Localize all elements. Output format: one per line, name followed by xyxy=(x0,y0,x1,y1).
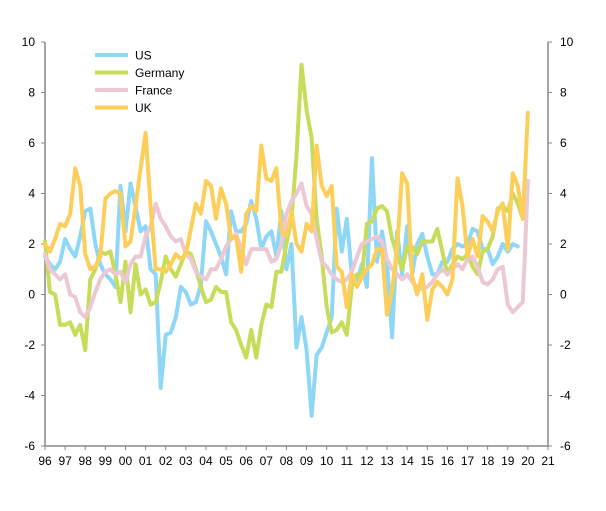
x-tick-label: 05 xyxy=(219,454,233,468)
series-line-france xyxy=(43,178,530,320)
x-tick-label: 04 xyxy=(199,454,213,468)
left-y-tick-label: 6 xyxy=(28,136,35,150)
left-y-tick-label: 2 xyxy=(28,237,35,251)
right-y-tick-label: 8 xyxy=(560,86,567,100)
right-y-tick-label: 0 xyxy=(560,288,567,302)
x-tick-label: 21 xyxy=(541,454,555,468)
x-tick-label: 06 xyxy=(240,454,254,468)
x-tick-label: 02 xyxy=(159,454,173,468)
x-tick-label: 16 xyxy=(441,454,455,468)
right-y-tick-label: -4 xyxy=(560,389,571,403)
x-tick-label: 01 xyxy=(139,454,153,468)
x-tick-label: 99 xyxy=(99,454,113,468)
left-y-tick-label: -2 xyxy=(24,338,35,352)
x-tick-label: 11 xyxy=(341,454,354,468)
legend-label-france: France xyxy=(135,84,173,98)
x-tick-label: 03 xyxy=(179,454,193,468)
left-y-tick-label: 10 xyxy=(22,35,36,49)
x-tick-label: 18 xyxy=(481,454,495,468)
legend-label-us: US xyxy=(135,49,152,63)
x-tick-label: 07 xyxy=(260,454,274,468)
right-y-tick-label: 2 xyxy=(560,237,567,251)
left-y-tick-label: 8 xyxy=(28,86,35,100)
x-tick-label: 00 xyxy=(119,454,133,468)
x-tick-label: 96 xyxy=(38,454,52,468)
x-tick-label: 17 xyxy=(461,454,475,468)
right-y-tick-label: 6 xyxy=(560,136,567,150)
legend-label-germany: Germany xyxy=(135,66,184,80)
x-tick-label: 97 xyxy=(58,454,72,468)
x-tick-label: 12 xyxy=(360,454,374,468)
left-y-tick-label: 0 xyxy=(28,288,35,302)
left-y-tick-label: -4 xyxy=(24,389,35,403)
x-tick-label: 08 xyxy=(280,454,294,468)
legend: US Germany France UK xyxy=(95,49,184,115)
x-tick-label: 09 xyxy=(300,454,314,468)
right-y-tick-label: 10 xyxy=(560,35,574,49)
x-tick-label: 10 xyxy=(320,454,334,468)
x-tick-label: 15 xyxy=(421,454,435,468)
x-tick-label: 20 xyxy=(521,454,535,468)
right-y-tick-label: 4 xyxy=(560,187,567,201)
right-y-tick-label: -2 xyxy=(560,338,571,352)
left-y-tick-label: -6 xyxy=(24,439,35,453)
x-tick-label: 98 xyxy=(79,454,93,468)
x-tick-label: 14 xyxy=(400,454,414,468)
x-tick-label: 13 xyxy=(380,454,394,468)
series-lines xyxy=(43,62,530,418)
right-y-tick-label: -6 xyxy=(560,439,571,453)
series-line-germany xyxy=(43,62,525,360)
left-y-tick-label: 4 xyxy=(28,187,35,201)
series-line-uk xyxy=(43,110,530,322)
legend-label-uk: UK xyxy=(135,101,152,115)
x-tick-label: 19 xyxy=(501,454,515,468)
